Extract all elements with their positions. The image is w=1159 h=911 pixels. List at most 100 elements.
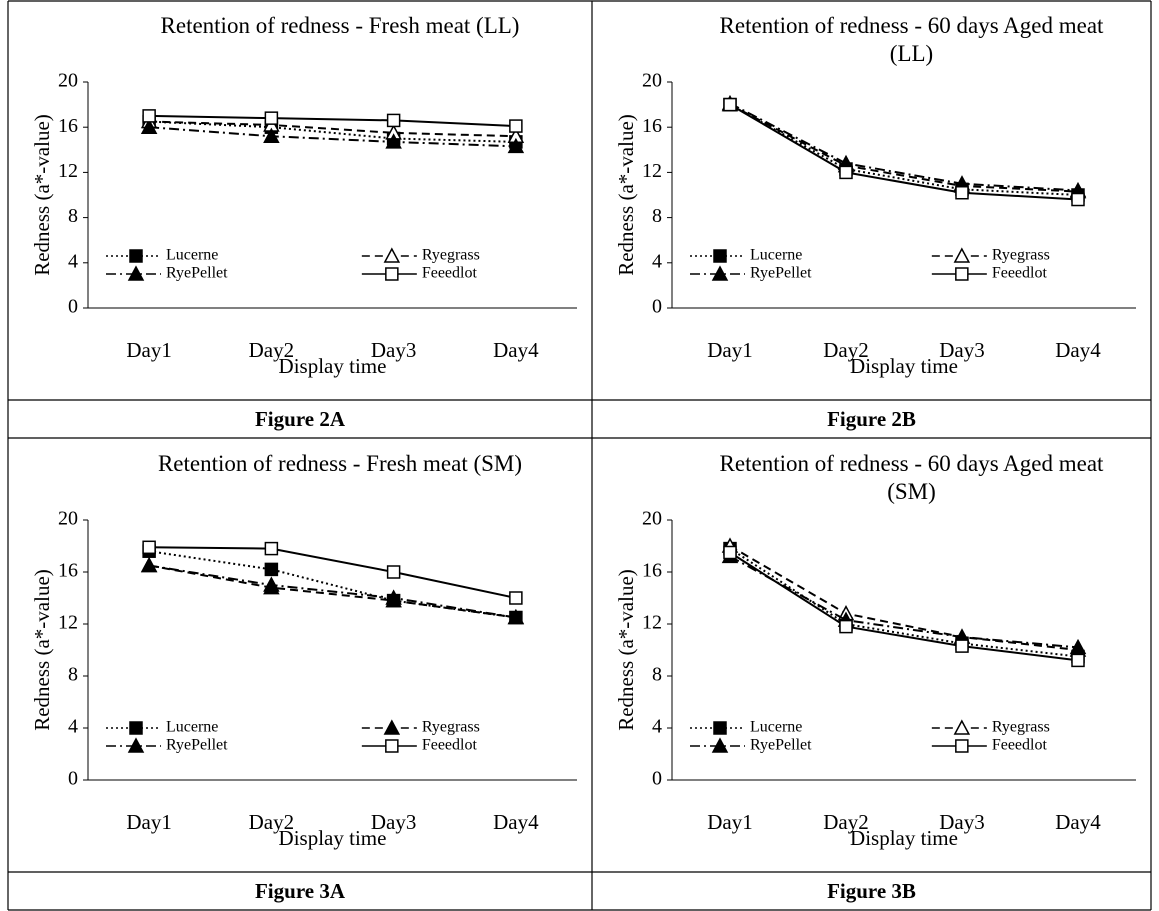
series-line xyxy=(148,564,517,619)
legend-label: Feeedlot xyxy=(422,265,478,282)
legend-label: Feeedlot xyxy=(992,265,1048,282)
x-tick-label: Day4 xyxy=(1055,338,1101,362)
marker xyxy=(142,540,156,555)
figure-caption: Figure 3B xyxy=(827,879,916,903)
legend-marker xyxy=(955,267,969,281)
y-tick-label: 4 xyxy=(68,716,78,738)
marker xyxy=(264,111,279,125)
x-tick-label: Day4 xyxy=(493,338,539,362)
y-tick-label: 16 xyxy=(642,115,662,137)
figure-caption: Figure 3A xyxy=(254,879,346,903)
legend-label: Feeedlot xyxy=(422,737,478,754)
x-tick-label: Day2 xyxy=(823,338,869,362)
y-tick-label: 12 xyxy=(58,160,78,182)
marker xyxy=(385,589,402,605)
x-tick-label: Day2 xyxy=(823,810,869,834)
marker xyxy=(509,119,523,133)
x-tick-label: Day1 xyxy=(126,810,172,834)
series-line xyxy=(149,114,516,128)
legend-marker xyxy=(953,247,971,263)
series-line xyxy=(729,102,1079,192)
y-tick-label: 0 xyxy=(652,296,662,318)
x-tick-label: Day4 xyxy=(1055,810,1101,834)
y-tick-label: 12 xyxy=(642,612,662,634)
legend-marker xyxy=(383,719,401,735)
marker xyxy=(142,109,156,123)
figure-caption: Figure 2A xyxy=(254,407,346,431)
y-tick-label: 20 xyxy=(642,508,662,530)
marker xyxy=(1071,653,1085,668)
series-line xyxy=(729,545,1079,651)
legend-label: RyePellet xyxy=(166,265,228,282)
series-line xyxy=(729,547,1079,658)
marker xyxy=(955,639,969,653)
legend-label: RyePellet xyxy=(166,737,228,754)
legend-label: Feeedlot xyxy=(992,737,1048,754)
y-tick-label: 4 xyxy=(652,250,662,272)
legend-label: Ryegrass xyxy=(992,719,1050,736)
legend-marker xyxy=(385,267,399,281)
marker xyxy=(386,565,401,579)
legend-marker xyxy=(129,721,143,735)
x-axis-label: Display time xyxy=(279,826,387,850)
legend-marker xyxy=(127,265,145,281)
marker xyxy=(955,185,969,200)
x-tick-label: Day2 xyxy=(249,338,295,362)
marker xyxy=(264,562,279,577)
series-line xyxy=(148,550,517,619)
chart-title: Retention of redness - 60 days Aged meat… xyxy=(719,13,1104,66)
legend-marker xyxy=(127,737,145,753)
marker xyxy=(507,608,525,625)
marker xyxy=(385,133,402,149)
chart-title: Retention of redness - Fresh meat (LL) xyxy=(160,13,520,38)
legend-marker xyxy=(713,249,727,263)
y-tick-label: 8 xyxy=(652,205,662,227)
y-axis-label: Redness (a*-value) xyxy=(614,114,638,276)
y-tick-label: 4 xyxy=(68,250,78,272)
legend-marker xyxy=(711,265,729,281)
series-line xyxy=(729,103,1079,193)
series-line xyxy=(149,126,516,148)
y-tick-label: 12 xyxy=(642,160,662,182)
legend-marker xyxy=(955,739,969,753)
legend-label: Ryegrass xyxy=(992,247,1050,264)
y-tick-label: 20 xyxy=(642,70,662,92)
series-line xyxy=(729,551,1079,662)
figure-caption: Figure 2B xyxy=(827,407,916,431)
y-axis-label: Redness (a*-value) xyxy=(30,569,54,731)
legend-label: Lucerne xyxy=(166,719,218,736)
y-tick-label: 16 xyxy=(58,560,78,582)
x-axis-label: Display time xyxy=(279,354,387,378)
y-axis-label: Redness (a*-value) xyxy=(30,114,54,276)
marker xyxy=(839,619,853,634)
x-tick-label: Day4 xyxy=(493,810,539,834)
x-tick-label: Day3 xyxy=(939,338,985,362)
legend-label: Lucerne xyxy=(750,719,802,736)
series-line xyxy=(149,120,516,143)
marker xyxy=(723,97,737,112)
y-tick-label: 8 xyxy=(68,205,78,227)
table-borders xyxy=(7,0,1152,911)
y-tick-label: 4 xyxy=(652,716,662,738)
y-tick-label: 16 xyxy=(58,115,78,137)
series-line xyxy=(149,120,516,138)
legend-marker xyxy=(383,247,401,263)
y-tick-label: 0 xyxy=(68,768,78,790)
legend-marker xyxy=(953,719,971,735)
y-tick-label: 0 xyxy=(68,296,78,318)
y-tick-label: 20 xyxy=(58,70,78,92)
legend-label: Ryegrass xyxy=(422,719,480,736)
marker xyxy=(140,118,158,134)
x-tick-label: Day3 xyxy=(371,338,417,362)
legend-label: Lucerne xyxy=(166,247,218,264)
series-line xyxy=(148,564,517,619)
series-line xyxy=(729,103,1079,196)
x-tick-label: Day1 xyxy=(707,338,753,362)
series-line xyxy=(729,555,1079,649)
marker xyxy=(723,545,737,560)
y-tick-label: 0 xyxy=(652,768,662,790)
series-line xyxy=(729,103,1079,201)
x-tick-label: Day3 xyxy=(939,810,985,834)
legend-label: Lucerne xyxy=(750,247,802,264)
